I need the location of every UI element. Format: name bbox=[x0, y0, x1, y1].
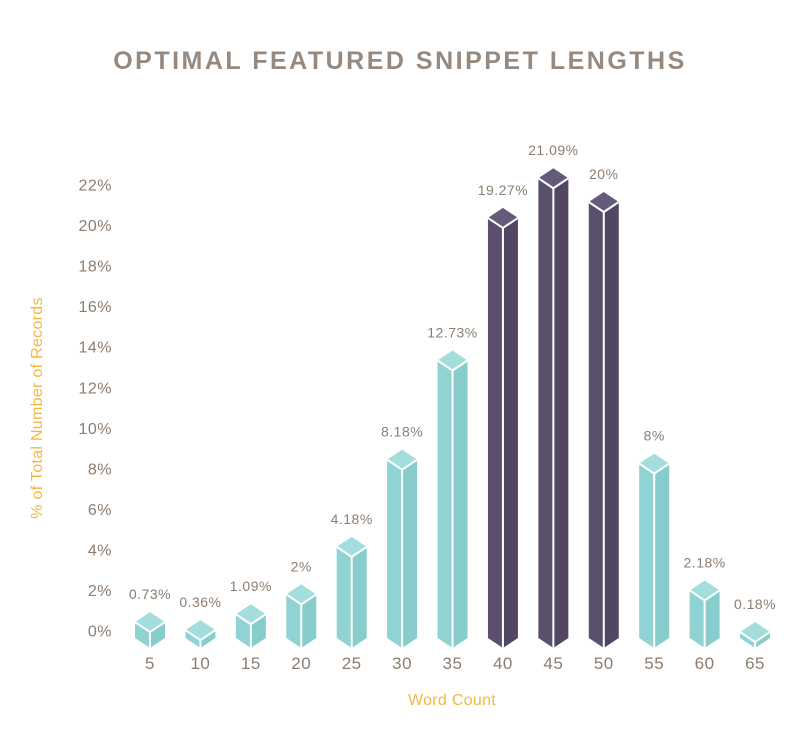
bar-right-face bbox=[452, 360, 468, 648]
bar-value-label: 2% bbox=[291, 558, 312, 574]
bar-right-face bbox=[402, 459, 418, 648]
x-tick-label: 35 bbox=[443, 654, 463, 673]
y-tick-label: 18% bbox=[78, 259, 112, 276]
y-tick-label: 6% bbox=[88, 502, 112, 519]
x-axis-title: Word Count bbox=[408, 692, 496, 709]
bar-65 bbox=[739, 622, 771, 648]
bar-60 bbox=[689, 580, 721, 648]
bar-left-face bbox=[740, 632, 756, 648]
bar-left-face bbox=[135, 622, 150, 648]
bar-right-face bbox=[755, 632, 771, 648]
bar-45 bbox=[537, 168, 569, 648]
bar-value-label: 0.36% bbox=[179, 594, 221, 610]
bar-left-face bbox=[185, 630, 201, 648]
x-tick-label: 65 bbox=[745, 654, 765, 673]
bar-left-face bbox=[286, 594, 302, 648]
bar-right-face bbox=[654, 463, 670, 648]
y-tick-label: 0% bbox=[88, 624, 112, 641]
x-tick-label: 25 bbox=[342, 654, 362, 673]
bar-value-label: 8.18% bbox=[381, 424, 423, 440]
bar-left-face bbox=[437, 360, 453, 648]
x-tick-label: 30 bbox=[392, 654, 412, 673]
bars-group bbox=[134, 168, 771, 648]
x-tick-label: 55 bbox=[644, 654, 664, 673]
y-tick-label: 14% bbox=[78, 340, 112, 357]
bar-value-label: 0.18% bbox=[734, 596, 776, 612]
bar-25 bbox=[336, 536, 368, 648]
x-tick-label: 20 bbox=[291, 654, 311, 673]
bar-left-face bbox=[639, 463, 655, 648]
bar-value-label: 12.73% bbox=[427, 324, 477, 340]
bar-value-label: 0.73% bbox=[129, 586, 171, 602]
bar-value-labels: 0.73% 0.36% 1.09% 2% 4.18% 8.18% 12.73% 19.27% 2… bbox=[129, 142, 776, 612]
x-tick-label: 50 bbox=[594, 654, 614, 673]
x-tick-label: 10 bbox=[190, 654, 210, 673]
y-axis-tick-labels: 0% 2% 4% 6% 8% 10% 12% 14% 16% 18% 20% 22% bbox=[78, 178, 112, 641]
y-tick-label: 2% bbox=[88, 583, 112, 600]
bar-right-face bbox=[603, 202, 619, 648]
bar-right-face bbox=[301, 594, 317, 648]
x-axis-tick-labels: 5 10 15 20 25 30 35 40 45 50 55 60 65 bbox=[145, 654, 765, 673]
bar-right-face bbox=[150, 622, 165, 648]
bar-left-face bbox=[387, 459, 403, 648]
bar-value-label: 19.27% bbox=[478, 182, 528, 198]
x-tick-label: 15 bbox=[241, 654, 261, 673]
bar-35 bbox=[436, 350, 469, 648]
bar-40 bbox=[487, 207, 519, 648]
bar-10 bbox=[184, 620, 216, 648]
bar-5 bbox=[134, 612, 166, 648]
y-tick-label: 8% bbox=[88, 461, 112, 478]
y-tick-label: 22% bbox=[78, 178, 112, 195]
y-tick-label: 20% bbox=[78, 218, 112, 235]
bar-55 bbox=[638, 453, 670, 648]
x-tick-label: 60 bbox=[695, 654, 715, 673]
bar-right-face bbox=[502, 217, 518, 648]
bar-left-face bbox=[538, 178, 554, 648]
bar-value-label: 4.18% bbox=[331, 511, 373, 527]
y-axis-title: % of Total Number of Records bbox=[29, 297, 46, 519]
y-tick-label: 16% bbox=[78, 299, 112, 316]
bar-right-face bbox=[553, 178, 569, 648]
bar-right-face bbox=[704, 590, 720, 648]
bar-right-face bbox=[200, 630, 216, 648]
x-tick-label: 40 bbox=[493, 654, 513, 673]
bar-value-label: 20% bbox=[589, 166, 619, 182]
bar-left-face bbox=[689, 590, 705, 648]
chart-title: OPTIMAL FEATURED SNIPPET LENGTHS bbox=[113, 47, 687, 75]
bar-15 bbox=[235, 604, 267, 648]
bar-value-label: 2.18% bbox=[684, 554, 726, 570]
y-tick-label: 4% bbox=[88, 542, 112, 559]
bar-value-label: 21.09% bbox=[528, 142, 578, 158]
bar-left-face bbox=[487, 217, 503, 648]
bar-50 bbox=[588, 192, 620, 648]
x-tick-label: 45 bbox=[543, 654, 563, 673]
y-tick-label: 10% bbox=[78, 421, 112, 438]
bar-left-face bbox=[588, 202, 604, 648]
y-tick-label: 12% bbox=[78, 380, 112, 397]
bar-value-label: 1.09% bbox=[230, 578, 272, 594]
bar-right-face bbox=[351, 546, 367, 648]
bar-value-label: 8% bbox=[644, 428, 665, 444]
bar-30 bbox=[386, 449, 418, 648]
x-tick-label: 5 bbox=[145, 654, 155, 673]
bar-left-face bbox=[336, 546, 352, 648]
bar-20 bbox=[285, 584, 317, 648]
